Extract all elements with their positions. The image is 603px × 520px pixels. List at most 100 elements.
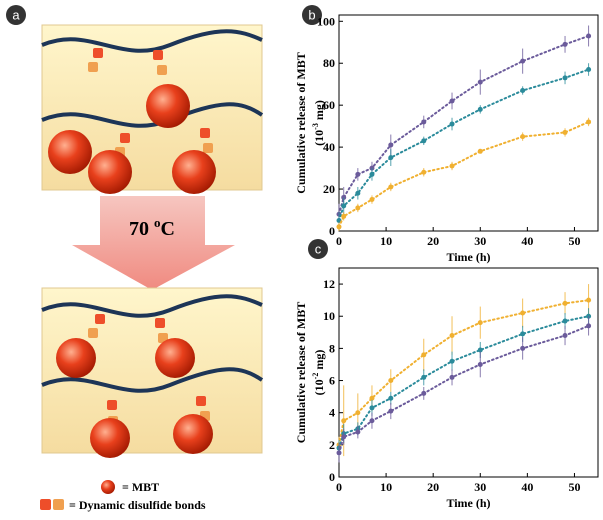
- data-point: [388, 408, 394, 414]
- data-point: [341, 213, 347, 219]
- unit-before: (10: [312, 130, 326, 146]
- data-point: [586, 119, 592, 125]
- plot-frame: [338, 14, 599, 232]
- data-point: [562, 41, 568, 47]
- data-point: [477, 148, 483, 154]
- data-point: [562, 129, 568, 135]
- temperature-value: 70: [129, 218, 149, 240]
- data-point: [520, 310, 526, 316]
- bonds: [88, 314, 210, 426]
- legend-sphere: [101, 480, 115, 494]
- data-point: [369, 395, 375, 401]
- data-point: [388, 155, 394, 161]
- data-point: [341, 418, 347, 424]
- data-point: [388, 395, 394, 401]
- x-axis-label: Time (h): [446, 250, 490, 264]
- y-tick-label: 10: [323, 309, 335, 323]
- mbt-sphere: [155, 338, 195, 378]
- x-tick-label: 40: [521, 234, 533, 248]
- polymer-chain: [41, 294, 263, 318]
- unit-after: mg): [312, 100, 326, 123]
- panel-label: c: [315, 242, 322, 257]
- x-tick-label: 30: [474, 234, 486, 248]
- data-point: [520, 58, 526, 64]
- data-point: [388, 184, 394, 190]
- mbt-sphere: [48, 130, 92, 174]
- x-tick-label: 20: [427, 480, 439, 494]
- data-point: [449, 121, 455, 127]
- mbt-sphere: [146, 84, 190, 128]
- mbt-sphere: [88, 150, 132, 194]
- data-point: [421, 390, 427, 396]
- data-point: [586, 297, 592, 303]
- data-point: [355, 429, 361, 435]
- plot-frame: [338, 267, 599, 478]
- data-point: [449, 374, 455, 380]
- legend-text: = MBT: [122, 480, 159, 494]
- data-point: [388, 378, 394, 384]
- legend-bond: [53, 499, 64, 510]
- y-tick-label: 12: [323, 277, 335, 291]
- panel-label: b: [308, 8, 315, 23]
- mbt-sphere: [90, 418, 130, 458]
- y-axis-unit: (10-3 mg): [311, 100, 326, 146]
- heat-arrow: [72, 196, 235, 290]
- data-point: [586, 33, 592, 39]
- series-line: [338, 324, 590, 454]
- polymer-chain: [41, 367, 264, 393]
- y-axis-label: Cumulative release of MBT: [294, 52, 308, 193]
- y-tick-label: 80: [323, 56, 335, 70]
- x-tick-label: 50: [568, 480, 580, 494]
- data-point: [586, 323, 592, 329]
- unit-after: mg): [312, 350, 326, 373]
- data-point: [341, 203, 347, 209]
- data-point: [421, 352, 427, 358]
- y-tick-label: 8: [329, 341, 335, 355]
- data-point: [562, 333, 568, 339]
- panel-badge: [308, 239, 328, 259]
- data-point: [477, 361, 483, 367]
- polymer-chain: [41, 29, 263, 53]
- data-point: [369, 197, 375, 203]
- legend-text: = Dynamic disulfide bonds: [69, 498, 206, 512]
- temperature: 70 oC: [129, 215, 175, 240]
- data-point: [449, 333, 455, 339]
- bonds: [88, 48, 213, 157]
- unit-sup: -2: [311, 373, 320, 380]
- data-point: [336, 450, 342, 456]
- y-tick-label: 4: [329, 406, 335, 420]
- x-tick-label: 30: [474, 480, 486, 494]
- data-point: [520, 331, 526, 337]
- data-point: [477, 79, 483, 85]
- x-tick-label: 0: [336, 480, 342, 494]
- data-point: [562, 318, 568, 324]
- series-line: [338, 34, 590, 216]
- legend-bond: [40, 499, 51, 510]
- temperature-unit: C: [161, 218, 175, 240]
- data-point: [449, 358, 455, 364]
- data-point: [421, 119, 427, 125]
- data-point: [355, 410, 361, 416]
- mbt-sphere: [173, 414, 213, 454]
- data-point: [449, 98, 455, 104]
- schematic: 70 oC = MBT = Dynamic disulfide bonds: [40, 24, 264, 512]
- series-line: [338, 315, 590, 450]
- data-point: [477, 106, 483, 112]
- x-tick-label: 40: [521, 480, 533, 494]
- data-point: [388, 142, 394, 148]
- data-point: [586, 67, 592, 73]
- x-tick-label: 20: [427, 234, 439, 248]
- x-tick-label: 50: [568, 234, 580, 248]
- y-tick-label: 2: [329, 438, 335, 452]
- series-line: [338, 120, 590, 228]
- data-point: [477, 320, 483, 326]
- data-point: [562, 75, 568, 81]
- y-axis-label: Cumulative release of MBT: [294, 302, 308, 443]
- y-tick-label: 0: [329, 470, 335, 484]
- x-axis-label: Time (h): [446, 496, 490, 510]
- unit-sup: -3: [311, 123, 320, 130]
- panel-badge: [302, 5, 322, 25]
- mbt-sphere: [56, 338, 96, 378]
- data-point: [520, 134, 526, 140]
